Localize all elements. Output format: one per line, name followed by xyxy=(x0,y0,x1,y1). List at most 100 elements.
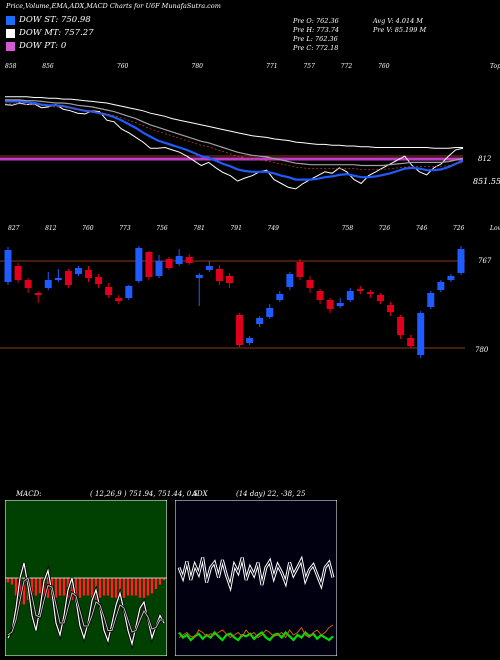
candle-body xyxy=(256,318,264,324)
candle-body xyxy=(366,292,374,294)
top-label: 746 xyxy=(416,225,428,232)
macd-histogram-bar xyxy=(150,578,154,594)
candle-body xyxy=(165,259,173,268)
candle-body xyxy=(225,276,233,283)
legend-swatch-mt xyxy=(6,29,15,38)
top-label: 757 xyxy=(303,63,315,70)
legend-dow-pt: DOW PT: 0 xyxy=(19,41,67,51)
series-ema_fast xyxy=(5,100,464,181)
macd-histogram-bar xyxy=(126,578,130,596)
macd-histogram-bar xyxy=(22,578,26,605)
top-label: 827 xyxy=(8,225,20,232)
macd-histogram-bar xyxy=(106,578,110,596)
top-label: 760 xyxy=(378,63,390,70)
macd-histogram-bar xyxy=(154,578,158,589)
candle-body xyxy=(336,303,344,306)
top-label: 760 xyxy=(82,225,94,232)
series-ema-band xyxy=(5,103,464,170)
top-label: 791 xyxy=(230,225,241,232)
right-label: 812 xyxy=(478,155,492,163)
candle-body xyxy=(125,286,133,298)
macd-histogram-bar xyxy=(18,578,22,605)
series-adx xyxy=(178,557,334,589)
macd-histogram-bar xyxy=(58,578,62,596)
candle-body xyxy=(185,257,193,263)
series-plus_di xyxy=(178,630,334,642)
candle-body xyxy=(417,313,425,355)
macd-histogram-bar xyxy=(90,578,94,598)
legend-swatch-pt xyxy=(6,42,15,51)
series-ema_slow xyxy=(5,96,463,149)
candle-body xyxy=(115,298,123,301)
adx-panel-bg xyxy=(175,500,337,656)
macd-histogram-bar xyxy=(34,578,38,596)
candle-body xyxy=(397,317,405,335)
top-label: Lows xyxy=(489,225,500,232)
adx-title: ADX xyxy=(192,490,208,498)
top-label: 856 xyxy=(42,63,54,70)
macd-params: ( 12,26,9 ) 751.94, 751.44, 0.5 xyxy=(90,490,198,498)
candle-body xyxy=(427,293,435,307)
price-ema-chart: 858 856 760 780 771 757 772 760 Tops 812 851.55 xyxy=(0,63,500,190)
candle-body xyxy=(74,268,82,274)
candle-body xyxy=(135,248,143,281)
top-label: 781 xyxy=(193,225,204,232)
series-minus_di xyxy=(178,624,334,639)
macd-histogram-bar xyxy=(82,578,86,596)
series-close xyxy=(4,102,464,190)
pre-high: Pre H: 773.74 xyxy=(293,26,340,34)
candle-body xyxy=(105,287,113,295)
top-label: 749 xyxy=(268,225,280,232)
candle-body xyxy=(447,276,455,280)
candle-body xyxy=(95,277,103,284)
candle-body xyxy=(346,291,354,300)
candle-body xyxy=(175,256,183,264)
candle-body xyxy=(387,305,395,312)
candle-body xyxy=(205,266,213,270)
right-label: 767 xyxy=(478,257,492,265)
candle-body xyxy=(155,261,163,276)
top-label: 812 xyxy=(45,225,57,232)
macd-histogram-bar xyxy=(158,578,162,585)
legend-swatch-st xyxy=(6,16,15,25)
candle-body xyxy=(266,308,274,317)
macd-histogram-bar xyxy=(86,578,90,596)
candle-body xyxy=(24,280,32,288)
candle-body xyxy=(407,338,415,346)
candle-body xyxy=(246,338,254,343)
candle-body xyxy=(356,289,364,291)
candle-body xyxy=(457,249,465,273)
top-label: 858 xyxy=(5,63,17,70)
macd-histogram-bar xyxy=(70,578,74,600)
candle-body xyxy=(34,293,42,295)
candle-body xyxy=(306,280,314,288)
candle-body xyxy=(236,315,244,345)
candle-body xyxy=(85,270,93,278)
candle-body xyxy=(215,269,223,281)
adx-chart xyxy=(175,500,337,656)
macd-histogram-bar xyxy=(162,578,166,581)
macd-histogram-bar xyxy=(54,578,58,598)
top-label: 771 xyxy=(266,63,277,70)
candle-body xyxy=(4,250,12,282)
macd-histogram-bar xyxy=(62,578,66,596)
macd-histogram-bar xyxy=(130,578,134,596)
top-label: 726 xyxy=(379,225,391,232)
macd-histogram-bar xyxy=(146,578,150,596)
top-label: 756 xyxy=(156,225,168,232)
macd-histogram-bar xyxy=(38,578,42,594)
series-signal xyxy=(7,577,164,636)
macd-histogram-bar xyxy=(6,578,10,583)
pre-close: Pre C: 772.18 xyxy=(293,44,339,52)
candle-body xyxy=(145,252,153,277)
candle-body xyxy=(286,274,294,287)
top-label: 772 xyxy=(341,63,353,70)
top-label: Tops xyxy=(490,63,500,70)
pre-low: Pre L: 762.36 xyxy=(293,35,338,43)
candle-body xyxy=(44,280,52,288)
top-label: 758 xyxy=(342,225,354,232)
macd-histogram-bar xyxy=(98,578,102,598)
candle-body xyxy=(64,271,72,285)
legend: DOW ST: 750.98 DOW MT: 757.27 DOW PT: 0 xyxy=(6,14,166,54)
candle-body xyxy=(316,291,324,300)
